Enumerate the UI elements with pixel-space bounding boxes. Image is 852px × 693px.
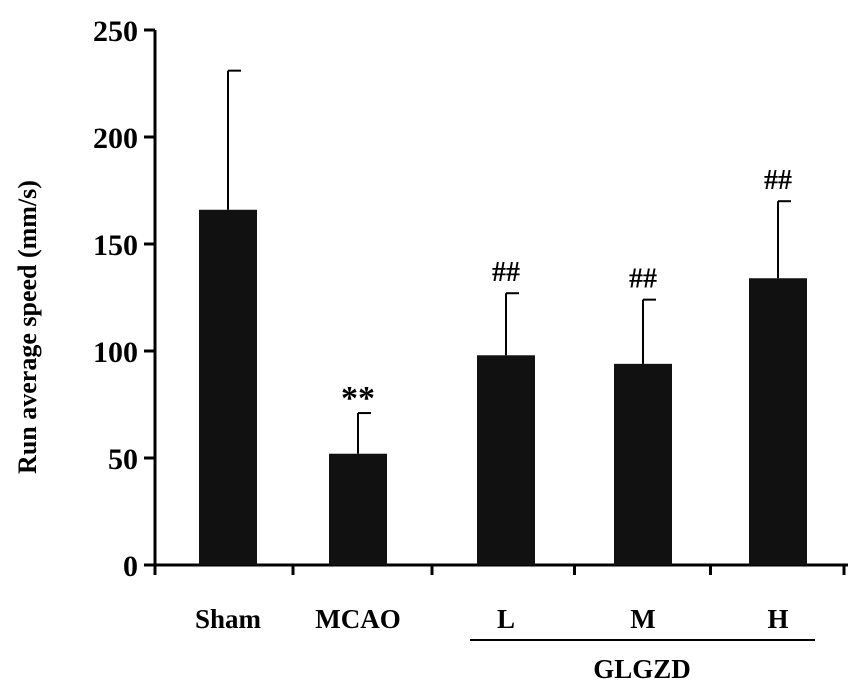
bars xyxy=(199,69,807,565)
bar xyxy=(749,278,807,565)
x-tick-label: MCAO xyxy=(315,604,400,634)
significance-label: ## xyxy=(764,165,792,196)
significance-label: ## xyxy=(629,264,657,295)
y-tick-label: 50 xyxy=(108,443,138,476)
x-tick-label: Sham xyxy=(195,604,262,634)
labels: 0 50 100 150 200 250 Sham ** MCAO ## L ## M ## H xyxy=(93,15,792,634)
bar xyxy=(477,355,535,565)
group-label: GLGZD xyxy=(593,654,691,684)
significance-label: ** xyxy=(341,380,375,417)
x-tick-label: L xyxy=(497,604,515,634)
y-tick-label: 150 xyxy=(93,229,138,262)
bar xyxy=(199,209,257,565)
x-tick-label: H xyxy=(767,604,788,634)
y-tick-label: 0 xyxy=(123,550,138,583)
bar xyxy=(614,363,672,565)
y-tick-label: 200 xyxy=(93,122,138,155)
significance-label: ## xyxy=(492,257,520,288)
x-tick-label: M xyxy=(630,604,655,634)
y-axis-label: Run average speed (mm/s) xyxy=(13,180,42,474)
bar xyxy=(329,453,387,565)
y-tick-label: 250 xyxy=(93,15,138,48)
y-tick-label: 100 xyxy=(93,336,138,369)
axes xyxy=(144,28,848,641)
